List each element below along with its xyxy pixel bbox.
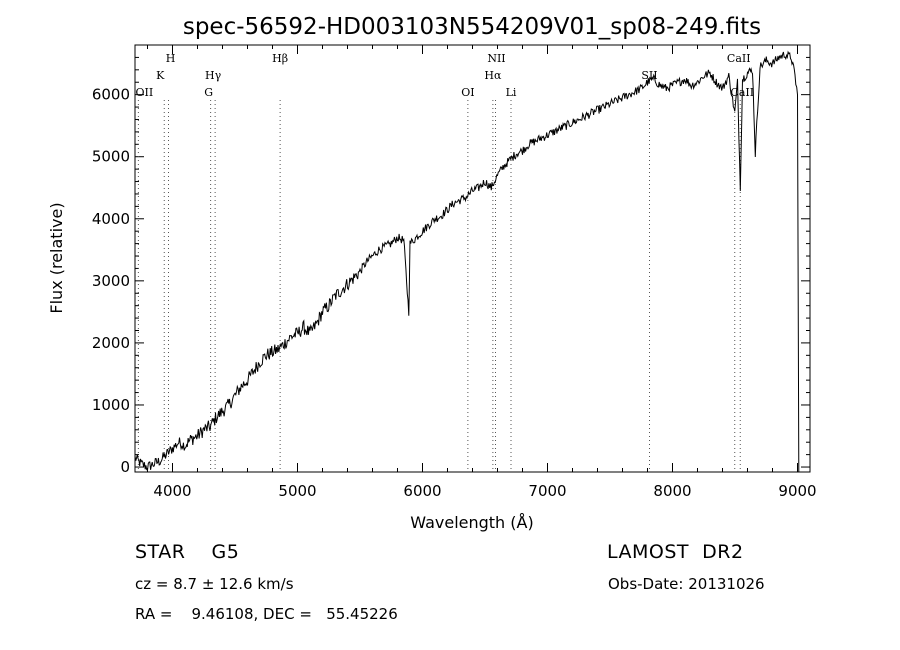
obs-date: Obs-Date: 20131026 <box>608 575 765 593</box>
plot-area: 4000 5000 6000 7000 8000 9000 0 1000 2000 3000 400… <box>92 45 817 500</box>
y-axis-label: Flux (relative) <box>47 202 66 313</box>
coordinates: RA = 9.46108, DEC = 55.45226 <box>135 605 398 623</box>
x-tick-label: 8000 <box>653 482 691 500</box>
y-tick-label: 5000 <box>92 148 130 166</box>
spectral-line-label: Hγ <box>205 69 222 82</box>
spectral-line-label: G <box>204 86 213 99</box>
y-tick-label: 0 <box>120 458 130 476</box>
spectral-line-label: K <box>156 69 165 82</box>
y-tick-label: 2000 <box>92 334 130 352</box>
y-tick-label: 6000 <box>92 86 130 104</box>
object-type: STAR G5 <box>135 541 240 563</box>
chart-title: spec-56592-HD003103N554209V01_sp08-249.f… <box>183 14 761 40</box>
y-tick-label: 4000 <box>92 210 130 228</box>
spectrum-series-line <box>134 50 800 473</box>
spectral-line-label: H <box>166 52 176 65</box>
x-tick-label: 5000 <box>278 482 316 500</box>
y-tick-label: 3000 <box>92 272 130 290</box>
spectral-line-label: CaII <box>727 52 751 65</box>
spectral-line-label: Li <box>506 86 517 99</box>
spectral-line-label: OI <box>461 86 474 99</box>
redshift-info: cz = 8.7 ± 12.6 km/s <box>135 575 294 593</box>
x-tick-label: 9000 <box>778 482 816 500</box>
spectral-line-label: Hα <box>484 69 502 82</box>
survey-name: LAMOST DR2 <box>607 541 744 563</box>
y-tick-label: 1000 <box>92 396 130 414</box>
plot-frame <box>134 44 811 473</box>
spectral-line-label: Hβ <box>272 52 288 65</box>
spectral-line-label: OII <box>136 86 154 99</box>
spectral-line-label: NII <box>487 52 505 65</box>
x-tick-label: 4000 <box>153 482 191 500</box>
x-tick-label: 6000 <box>403 482 441 500</box>
x-axis-label: Wavelength (Å) <box>410 513 533 532</box>
x-tick-label: 7000 <box>528 482 566 500</box>
